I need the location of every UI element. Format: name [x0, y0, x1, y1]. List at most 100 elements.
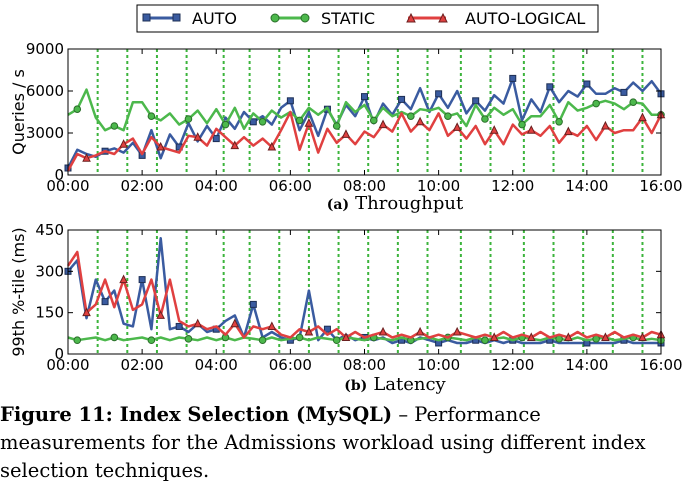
throughput-series-auto-logical-line	[66, 110, 663, 172]
latency-x-tick-label: 16:00	[639, 356, 682, 374]
legend-item-auto-logical: AUTO-LOGICAL	[406, 9, 585, 28]
legend-triangle-marker	[406, 12, 416, 23]
throughput-series-auto-logical-point	[638, 112, 647, 122]
throughput-y-tick-label: 9000	[26, 40, 64, 58]
legend-item-auto: AUTO	[142, 9, 237, 28]
throughput-y-tick-label: 6000	[26, 82, 64, 100]
latency-y-axis-label: 99th %-tile (ms)	[9, 227, 28, 356]
throughput-series-auto-point	[435, 90, 443, 98]
latency-series-static-point	[258, 336, 267, 345]
latency-subtitle: (b) Latency	[344, 374, 446, 395]
legend-box	[136, 4, 599, 33]
throughput-series-auto-logical-point	[82, 153, 91, 162]
latency-series-auto-logical-point	[156, 310, 165, 319]
throughput-series-auto-logical-point	[415, 116, 425, 126]
throughput-subtitle-text: Throughput	[355, 193, 464, 214]
throughput-series-static-point	[369, 116, 378, 125]
latency-series-auto-logical-point	[267, 321, 277, 330]
latency-series-auto-logical-point	[378, 326, 388, 336]
latency-series-auto-logical-point	[638, 332, 647, 341]
latency-x-tick-label: 10:00	[417, 356, 460, 374]
latency-series-auto-logical-point	[564, 332, 573, 341]
throughput-series-static-point	[258, 118, 267, 126]
latency-series-auto-logical-line	[66, 250, 662, 339]
throughput-series-static-point	[592, 99, 600, 108]
latency-series-auto-logical-point	[415, 326, 425, 336]
throughput-x-tick-label: 12:00	[491, 177, 534, 195]
throughput-series-static-point	[518, 120, 526, 129]
throughput-x-tick-label: 02:00	[121, 177, 164, 195]
latency-series-auto-point	[323, 325, 331, 333]
latency-series-auto-logical-point	[452, 326, 462, 336]
latency-series-auto-logical-point	[82, 307, 91, 317]
latency-series-static-point	[332, 336, 341, 345]
throughput-series-auto-point	[249, 118, 257, 126]
throughput-series-auto-point	[509, 74, 517, 82]
figure-caption: Figure 11: Index Selection (MySQL) – Per…	[0, 401, 689, 485]
throughput-series-auto-point	[361, 93, 368, 101]
throughput-series-auto-logical-point	[341, 129, 351, 138]
throughput-series-auto-logical-point	[452, 122, 462, 131]
latency-series-static-point	[110, 333, 119, 342]
legend-circle-marker	[270, 13, 280, 23]
latency-series-auto-logical-point	[526, 332, 536, 341]
latency-series-auto-logical-point	[193, 318, 203, 328]
throughput-series-auto-point	[546, 83, 554, 91]
latency-x-tick-label: 14:00	[565, 356, 608, 374]
latency-x-tick-label: 06:00	[269, 356, 312, 374]
latency-x-tick-label: 00:00	[46, 356, 89, 374]
throughput-series-static-point	[407, 112, 415, 120]
caption-label: Figure 11: Index Selection (MySQL)	[0, 403, 393, 426]
latency-y-tick-label: 450	[35, 221, 64, 239]
throughput-series-static-point	[110, 122, 119, 130]
latency-series-auto-logical-point	[341, 332, 351, 341]
throughput-series-auto-point	[286, 97, 294, 105]
throughput-x-tick-label: 14:00	[565, 177, 608, 195]
throughput-series-auto-point	[398, 95, 406, 103]
latency-chart: 0 150 300 450 00:00 02:00 04:00 06:00 08:00 10:00…	[9, 221, 683, 374]
throughput-series-auto-logical-point	[378, 119, 388, 129]
throughput-series-auto-point	[212, 135, 220, 143]
throughput-chart: 0 3000 6000 9000 00:00 02:00 04:00 06:00 08:00 10…	[9, 40, 683, 195]
latency-subtitle-letter: (b)	[344, 378, 367, 394]
latency-subtitle-text: Latency	[373, 374, 446, 395]
throughput-series-auto-point	[472, 97, 480, 105]
throughput-series-auto-logical-point	[230, 140, 240, 150]
figure: AUTO STATIC AUTO-LOGICAL 030006000900000…	[9, 4, 683, 395]
latency-y-tick-label: 300	[35, 262, 64, 280]
throughput-series-auto-logical-point	[267, 141, 277, 151]
throughput-x-tick-label: 00:00	[46, 177, 89, 195]
throughput-series-auto-logical-point	[526, 125, 536, 134]
throughput-series-static-point	[147, 112, 156, 120]
throughput-subtitle: (a) Throughput	[327, 193, 464, 214]
latency-series-static-point	[147, 336, 156, 345]
latency-series-static-point	[481, 336, 489, 345]
latency-series-auto-logical-point	[230, 318, 240, 328]
latency-x-tick-label: 04:00	[195, 356, 238, 374]
throughput-series-auto-point	[583, 80, 591, 88]
throughput-y-tick-label: 3000	[26, 124, 64, 142]
throughput-x-tick-label: 04:00	[195, 177, 238, 195]
throughput-series-auto-logical-point	[601, 120, 610, 130]
throughput-x-tick-label: 06:00	[269, 177, 312, 195]
legend-square-marker	[142, 13, 151, 22]
throughput-series-static-point	[184, 115, 193, 123]
latency-series-static-point	[184, 335, 193, 343]
throughput-series-auto-point	[620, 88, 628, 96]
legend-label-auto: AUTO	[192, 9, 237, 28]
throughput-series-static-point	[444, 112, 452, 120]
throughput-series-static-point	[555, 118, 563, 126]
latency-x-tick-label: 12:00	[491, 356, 534, 374]
throughput-series-auto-logical-point	[119, 139, 128, 148]
throughput-subtitle-letter: (a)	[327, 197, 349, 213]
latency-series-auto-point	[101, 298, 109, 306]
throughput-series-static-point	[295, 116, 304, 125]
throughput-series-static-point	[332, 122, 341, 130]
latency-y-tick-label: 0	[54, 345, 64, 363]
throughput-series-static-line	[67, 88, 661, 132]
throughput-series-static-point	[481, 115, 489, 123]
throughput-x-tick-label: 10:00	[417, 177, 460, 195]
throughput-x-tick-label: 16:00	[639, 177, 682, 195]
throughput-series-auto-logical-point	[564, 126, 573, 136]
legend-label-auto-logical: AUTO-LOGICAL	[465, 9, 585, 28]
